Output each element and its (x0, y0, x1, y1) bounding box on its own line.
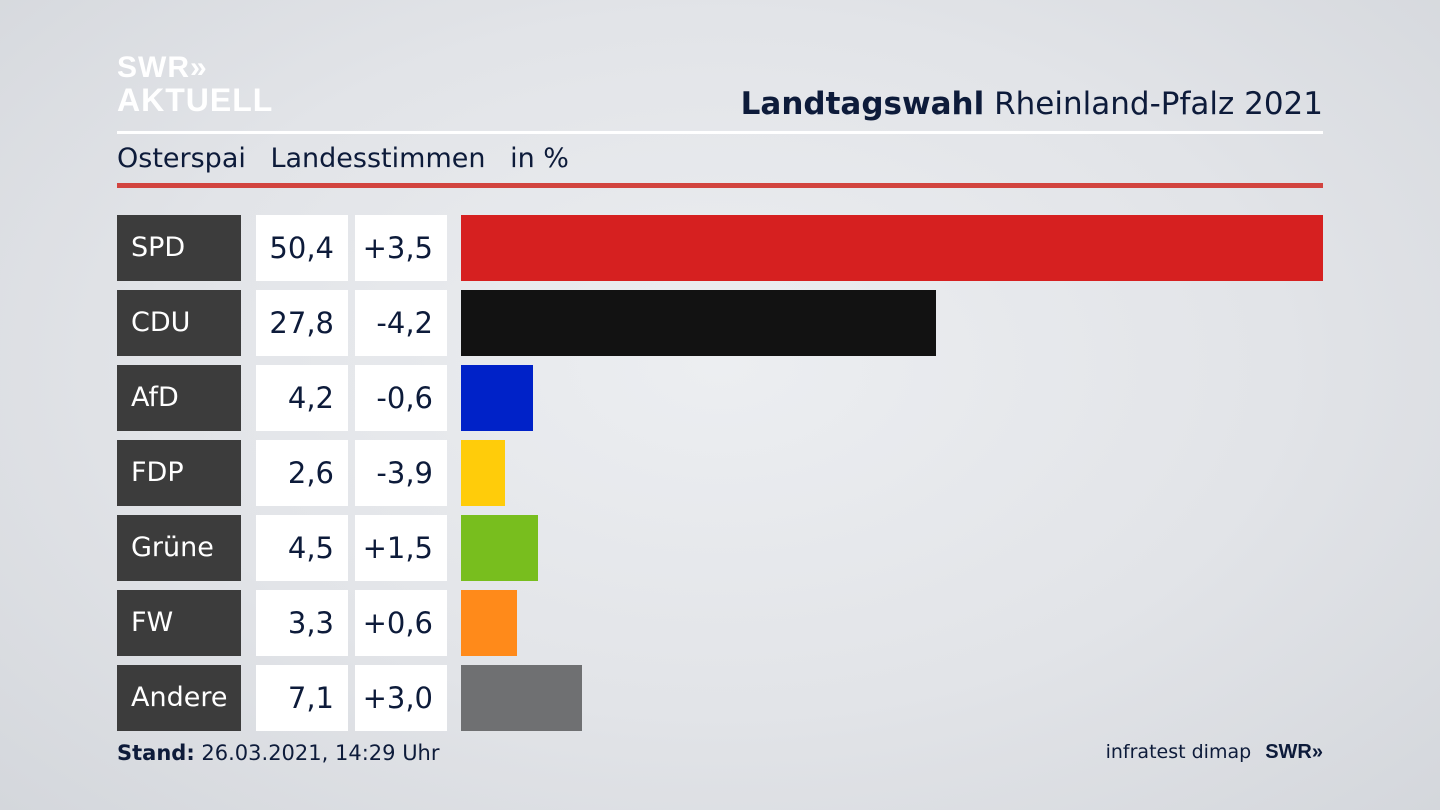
result-row: Andere 7,1 +3,0 (117, 665, 1323, 731)
party-label: SPD (117, 215, 241, 281)
timestamp: Stand: 26.03.2021, 14:29 Uhr (117, 741, 440, 765)
header-divider (117, 131, 1323, 134)
source-label: infratest dimap (1105, 741, 1252, 763)
change-label: +3,5 (355, 215, 447, 281)
vote-share-label: 4,2 (256, 365, 348, 431)
subtitle-vote-type: Landesstimmen (270, 143, 486, 174)
swr-aktuell-logo: SWR» AKTUELL (117, 51, 274, 118)
logo-line-2: AKTUELL (117, 82, 274, 118)
change-label: +1,5 (355, 515, 447, 581)
vote-share-label: 4,5 (256, 515, 348, 581)
change-label: -3,9 (355, 440, 447, 506)
page-title: Landtagswahl Rheinland-Pfalz 2021 (741, 86, 1323, 122)
result-row: FDP 2,6 -3,9 (117, 440, 1323, 506)
vote-share-label: 3,3 (256, 590, 348, 656)
vote-share-label: 27,8 (256, 290, 348, 356)
result-bar (461, 515, 538, 581)
stand-value: 26.03.2021, 14:29 Uhr (201, 741, 440, 765)
vote-share-label: 2,6 (256, 440, 348, 506)
title-rest: Rheinland-Pfalz 2021 (994, 86, 1323, 122)
source-credit: infratest dimap SWR» (1106, 741, 1323, 764)
vote-share-label: 7,1 (256, 665, 348, 731)
change-label: -0,6 (355, 365, 447, 431)
change-label: +0,6 (355, 590, 447, 656)
subtitle: Osterspai Landesstimmen in % (117, 143, 585, 174)
subtitle-unit: in % (510, 143, 569, 174)
result-bar (461, 365, 533, 431)
result-row: Grüne 4,5 +1,5 (117, 515, 1323, 581)
change-label: +3,0 (355, 665, 447, 731)
result-row: AfD 4,2 -0,6 (117, 365, 1323, 431)
swr-brand: SWR» (1265, 741, 1323, 763)
result-row: SPD 50,4 +3,5 (117, 215, 1323, 281)
logo-line-1: SWR» (117, 51, 208, 84)
result-bar (461, 590, 517, 656)
result-row: CDU 27,8 -4,2 (117, 290, 1323, 356)
subtitle-place: Osterspai (117, 143, 246, 174)
party-label: CDU (117, 290, 241, 356)
result-row: FW 3,3 +0,6 (117, 590, 1323, 656)
accent-rule (117, 183, 1323, 188)
title-bold: Landtagswahl (740, 86, 985, 122)
result-bar (461, 215, 1323, 281)
result-bar (461, 290, 936, 356)
party-label: Grüne (117, 515, 241, 581)
party-label: FDP (117, 440, 241, 506)
party-label: Andere (117, 665, 241, 731)
result-bar (461, 440, 505, 506)
party-label: AfD (117, 365, 241, 431)
vote-share-label: 50,4 (256, 215, 348, 281)
stand-label: Stand: (117, 741, 195, 765)
result-bar (461, 665, 582, 731)
party-label: FW (117, 590, 241, 656)
change-label: -4,2 (355, 290, 447, 356)
